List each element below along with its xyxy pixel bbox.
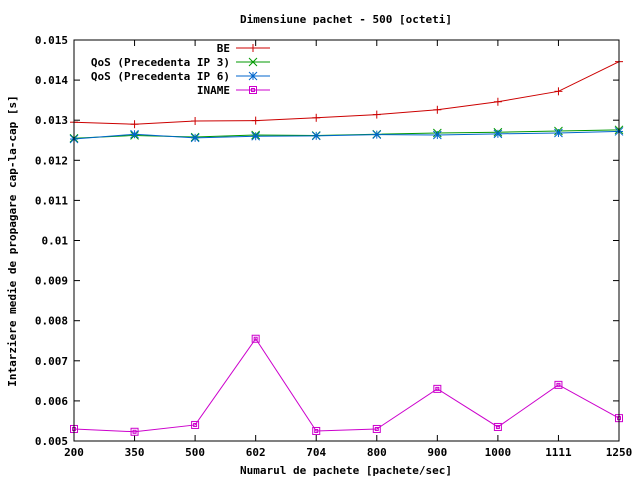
y-tick-label: 0.01 [42,235,69,248]
x-axis-label: Numarul de pachete [pachete/sec] [240,464,452,477]
legend-item: QoS (Precedenta IP 3) [91,56,270,69]
data-point [554,128,563,138]
legend-label: QoS (Precedenta IP 6) [91,70,230,83]
y-tick-label: 0.011 [35,194,68,207]
data-point [432,130,442,140]
x-tick-label: 1000 [485,446,512,459]
y-tick-label: 0.005 [35,435,68,448]
data-point [191,420,200,429]
legend-item: BE [217,42,270,55]
data-point [251,334,260,343]
data-point [311,131,321,141]
x-tick-label: 602 [246,446,266,459]
series-1 [69,125,624,143]
data-point [433,384,442,393]
legend-marker [248,71,258,81]
data-point [130,427,139,436]
x-tick-label: 1250 [606,446,633,459]
chart-title: Dimensiune pachet - 500 [octeti] [240,13,452,26]
data-point [190,133,200,143]
data-point [191,117,200,126]
data-point [554,380,563,389]
data-point [312,113,321,122]
y-tick-label: 0.006 [35,395,68,408]
data-point [554,87,563,96]
data-point [372,130,382,139]
x-tick-label: 350 [125,446,145,459]
data-point [493,97,502,106]
legend-marker [249,44,257,52]
y-tick-label: 0.012 [35,154,68,167]
y-tick-label: 0.009 [35,275,68,288]
series-line [73,337,620,433]
y-tick-label: 0.007 [35,355,68,368]
plot-frame [73,39,620,442]
data-point [312,426,321,435]
data-point [130,120,139,129]
data-point [433,105,442,114]
x-tick-label: 200 [64,446,84,459]
y-tick-label: 0.014 [35,74,68,87]
legend-marker [248,57,258,67]
data-point [372,110,381,119]
data-point [251,131,261,141]
legend-marker [249,86,257,94]
legend-label: QoS (Precedenta IP 3) [91,56,230,69]
data-point [493,422,502,431]
y-axis-label: Intarziere medie de propagare cap-la-cap… [6,95,19,386]
y-tick-label: 0.013 [35,114,68,127]
series-2 [69,127,624,144]
data-point [130,129,139,139]
series-layer [69,57,624,436]
series-line [73,61,620,125]
data-point [251,116,260,125]
data-point [372,424,381,433]
x-tick-label: 704 [306,446,326,459]
axis-ticks: 0.005 0.006 0.007 0.008 0.009 0.01 0.011 0.012 0… [35,34,632,459]
y-tick-label: 0.015 [35,34,68,47]
x-tick-label: 1111 [545,446,572,459]
series-0 [70,57,623,129]
x-tick-label: 800 [367,446,387,459]
legend-item: INAME [197,84,270,97]
legend-item: QoS (Precedenta IP 6) [91,70,270,83]
series-3 [70,334,623,436]
x-tick-label: 500 [185,446,205,459]
series-line [73,129,620,139]
legend-label: BE [217,42,230,55]
data-point [493,129,503,139]
series-line [73,130,620,140]
legend-label: INAME [197,84,230,97]
y-tick-label: 0.008 [35,315,68,328]
x-tick-label: 900 [427,446,447,459]
